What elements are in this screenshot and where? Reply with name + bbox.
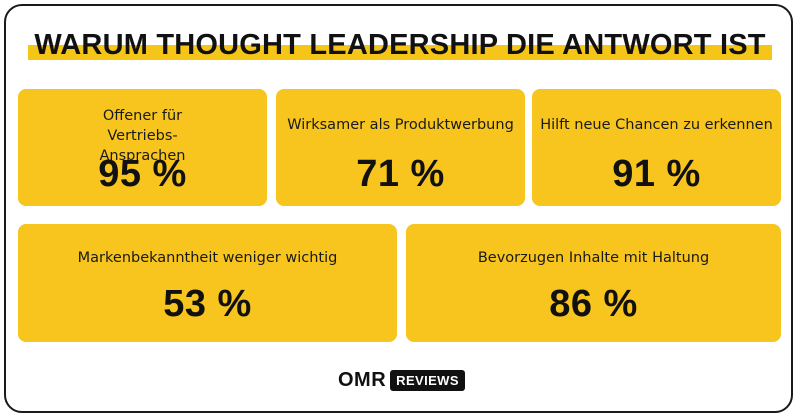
stat-value: 91 % [612, 153, 701, 195]
frame-border [4, 4, 793, 413]
title-text: WARUM THOUGHT LEADERSHIP DIE ANTWORT IST [34, 29, 766, 61]
stat-card-chancen: Hilft neue Chancen zu erkennen 91 % [532, 89, 781, 206]
stat-value: 86 % [549, 283, 638, 325]
title-wrap: WARUM THOUGHT LEADERSHIP DIE ANTWORT IST [0, 28, 800, 62]
stat-card-markenbekanntheit: Markenbekanntheit weniger wichtig 53 % [18, 224, 397, 342]
logo-badge: REVIEWS [390, 369, 465, 391]
stat-label: Hilft neue Chancen zu erkennen [540, 117, 773, 133]
title-highlight [28, 45, 772, 60]
stat-value: 95 % [98, 153, 187, 195]
stat-label: Bevorzugen Inhalte mit Haltung [477, 250, 710, 266]
stat-label: Wirksamer als Produktwerbung [287, 117, 514, 133]
page-title: WARUM THOUGHT LEADERSHIP DIE ANTWORT IST [20, 28, 779, 62]
stat-card-produktwerbung: Wirksamer als Produktwerbung 71 % [276, 89, 525, 206]
stat-label: Markenbekanntheit weniger wichtig [77, 250, 338, 266]
logo-brand: OMR [338, 368, 387, 391]
stat-value: 53 % [163, 283, 252, 325]
stat-card-haltung: Bevorzugen Inhalte mit Haltung 86 % [406, 224, 781, 342]
omr-reviews-logo: OMR REVIEWS [338, 368, 465, 392]
stat-card-vertrieb: Offener für Vertriebs-Ansprachen 95 % [18, 89, 267, 206]
stat-value: 71 % [356, 153, 445, 195]
stat-label: Offener für Vertriebs-Ansprachen [99, 108, 186, 164]
